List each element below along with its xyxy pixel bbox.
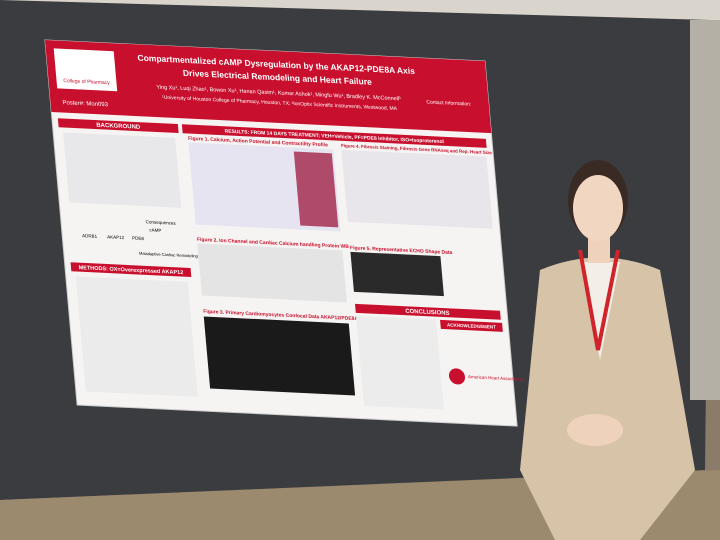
hands bbox=[567, 414, 623, 446]
section-title: ACKNOWLEDGEMENT bbox=[447, 322, 497, 329]
label: PDE8 bbox=[132, 236, 145, 242]
confocal-panel bbox=[203, 316, 356, 396]
poster-header bbox=[45, 40, 492, 134]
background-figure bbox=[63, 132, 182, 208]
section-title: CONCLUSIONS bbox=[405, 309, 450, 317]
logo-text: College of Pharmacy bbox=[63, 78, 110, 86]
label: Consequences bbox=[145, 219, 176, 225]
figure-panel bbox=[341, 149, 493, 229]
presenter bbox=[520, 160, 695, 540]
section-bar bbox=[57, 118, 179, 134]
heatmap bbox=[293, 151, 339, 228]
section-bar bbox=[440, 319, 503, 332]
contact: Contact Information: bbox=[426, 99, 471, 107]
label: ADRB1 bbox=[82, 233, 98, 239]
conclusions-figure bbox=[356, 315, 444, 410]
methods-figure bbox=[75, 276, 198, 397]
figure-caption: Figure 5. Representative ECHO Shape Data bbox=[350, 245, 453, 256]
background-wall bbox=[690, 20, 720, 400]
section-title: METHODS: OX=Overexpressed AKAP12 bbox=[78, 265, 183, 276]
neck bbox=[588, 235, 610, 263]
figure-panel bbox=[197, 243, 347, 303]
label: AKAP12 bbox=[107, 234, 125, 240]
lanyard bbox=[578, 249, 620, 351]
suit bbox=[520, 257, 695, 540]
aha-logo bbox=[448, 368, 466, 385]
label: Maladaptive Cardiac Remodeling bbox=[139, 251, 198, 259]
face bbox=[573, 175, 623, 241]
poster-number: Poster#: Mon093 bbox=[62, 100, 109, 108]
label: cAMP bbox=[149, 227, 161, 233]
sponsor: American Heart Association. bbox=[468, 374, 525, 382]
section-bar bbox=[70, 262, 192, 278]
logo-box bbox=[53, 48, 118, 92]
section-title: BACKGROUND bbox=[96, 123, 141, 131]
section-bar bbox=[181, 124, 487, 148]
echo-panel bbox=[350, 251, 444, 297]
section-bar bbox=[355, 303, 501, 320]
poster: College of Pharmacy Poster#: Mon093 Comp… bbox=[44, 39, 525, 427]
